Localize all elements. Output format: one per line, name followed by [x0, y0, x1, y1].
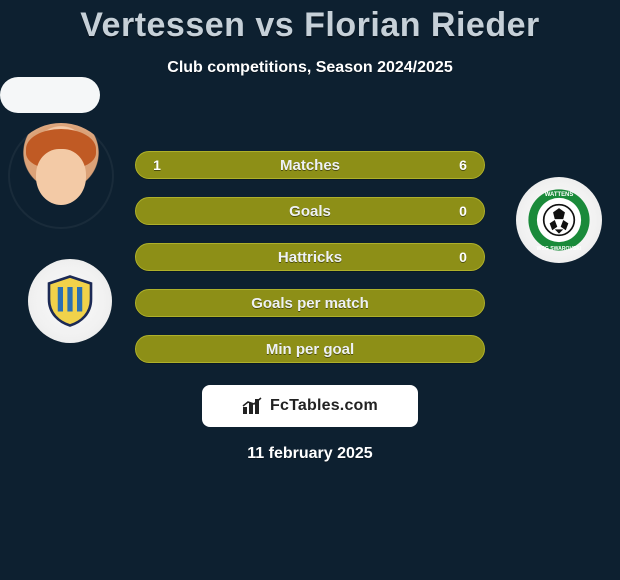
- brand-text: FcTables.com: [270, 397, 378, 415]
- stat-row-min-per-goal: Min per goal: [135, 335, 485, 363]
- player2-photo: [0, 77, 100, 113]
- brand-badge: FcTables.com: [202, 385, 418, 427]
- page-subtitle: Club competitions, Season 2024/2025: [0, 59, 620, 77]
- page-title: Vertessen vs Florian Rieder: [0, 6, 620, 45]
- stat-row-matches: 1 Matches 6: [135, 151, 485, 179]
- stat-right-value: 0: [456, 203, 470, 219]
- stat-right-value: 0: [456, 249, 470, 265]
- player1-photo: [8, 123, 114, 229]
- stat-row-hattricks: Hattricks 0: [135, 243, 485, 271]
- stat-row-goals-per-match: Goals per match: [135, 289, 485, 317]
- stats-bars: 1 Matches 6 Goals 0 Hattricks 0 Goals pe…: [135, 151, 485, 363]
- player1-club-badge: [28, 259, 112, 343]
- svg-text:WSG SWAROVSKI: WSG SWAROVSKI: [537, 246, 582, 252]
- club-crest-icon: WATTENS WSG SWAROVSKI: [525, 186, 593, 254]
- stat-right-value: 6: [456, 157, 470, 173]
- stat-label: Hattricks: [136, 249, 484, 266]
- stat-label: Min per goal: [136, 341, 484, 358]
- stat-label: Matches: [136, 157, 484, 174]
- stat-left-value: 1: [150, 157, 164, 173]
- bar-chart-icon: [242, 397, 264, 415]
- comparison-card: Vertessen vs Florian Rieder Club competi…: [0, 0, 620, 580]
- player2-club-badge: WATTENS WSG SWAROVSKI: [516, 177, 602, 263]
- footer-date: 11 february 2025: [0, 445, 620, 463]
- stat-label: Goals per match: [136, 295, 484, 312]
- stat-label: Goals: [136, 203, 484, 220]
- stat-row-goals: Goals 0: [135, 197, 485, 225]
- svg-text:WATTENS: WATTENS: [545, 192, 574, 198]
- shield-icon: [42, 273, 98, 329]
